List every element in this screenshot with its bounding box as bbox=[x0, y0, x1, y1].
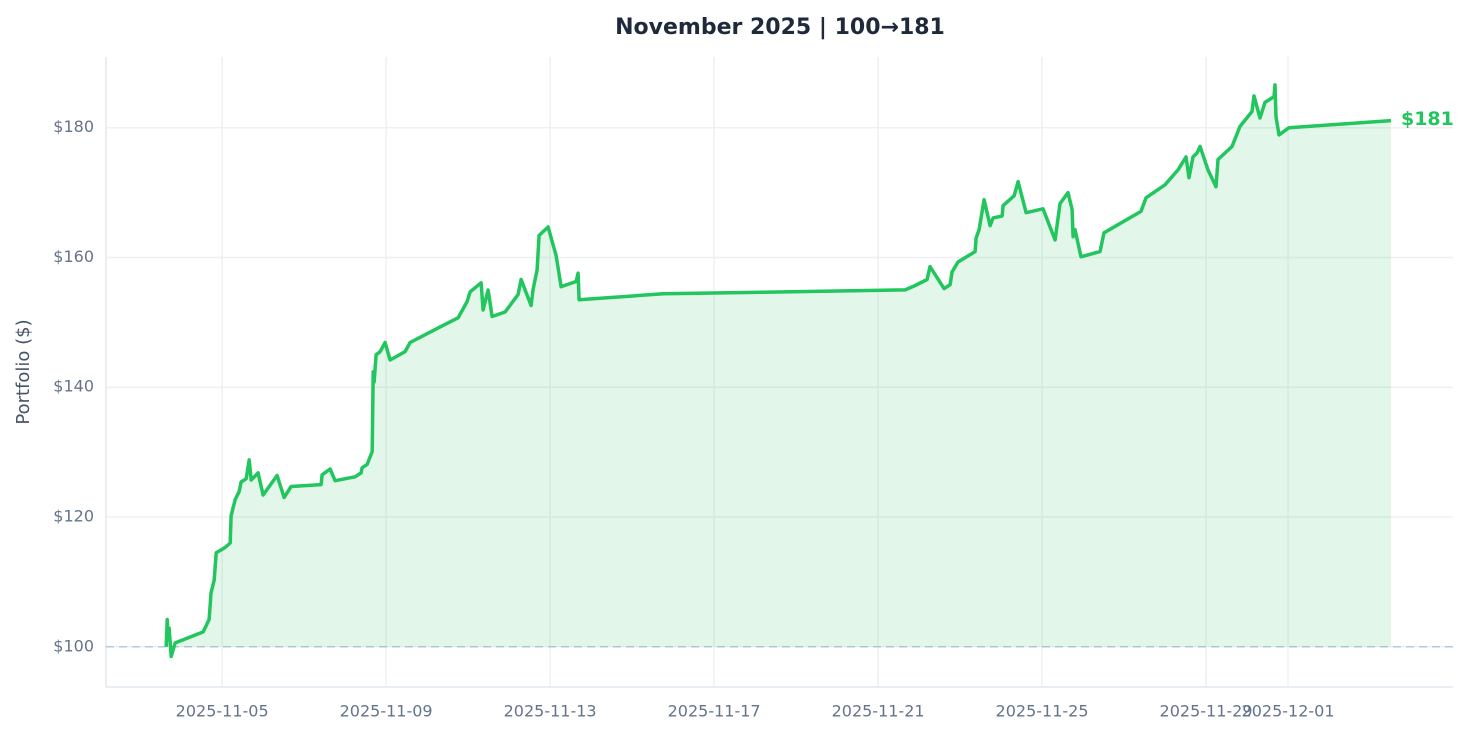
line bbox=[164, 83, 1392, 659]
x-tick-label: 2025-12-01 bbox=[1242, 702, 1335, 721]
x-tick-label: 2025-11-13 bbox=[504, 702, 597, 721]
x-tick-label: 2025-11-05 bbox=[176, 702, 269, 721]
chart-title: November 2025 | 100→181 bbox=[615, 15, 945, 40]
end-label: $181 bbox=[1401, 108, 1454, 130]
x-tick-label: 2025-11-21 bbox=[832, 702, 925, 721]
x-tick-label: 2025-11-17 bbox=[668, 702, 761, 721]
y-tick-label: $160 bbox=[53, 247, 94, 266]
y-axis-label: Portfolio ($) bbox=[13, 319, 34, 424]
x-tick-label: 2025-11-29 bbox=[1160, 702, 1253, 721]
y-tick-label: $100 bbox=[53, 636, 94, 655]
x-tick-label: 2025-11-09 bbox=[340, 702, 433, 721]
x-tick-label: 2025-11-25 bbox=[996, 702, 1089, 721]
y-tick-label: $140 bbox=[53, 377, 94, 396]
area bbox=[166, 84, 1392, 657]
y-tick-label: $120 bbox=[53, 507, 94, 526]
y-tick-label: $180 bbox=[53, 117, 94, 136]
